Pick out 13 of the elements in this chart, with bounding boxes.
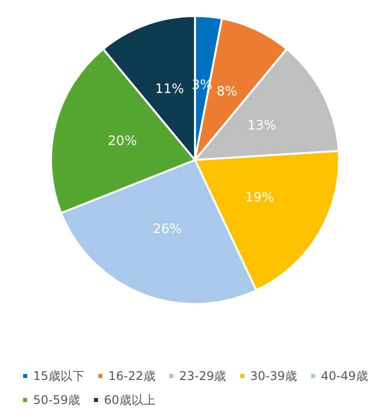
legend-label: 15歳以下 <box>33 369 84 383</box>
data-label: 19% <box>245 190 274 206</box>
legend-label: 40-49歳 <box>321 369 368 383</box>
data-label: 20% <box>108 134 137 149</box>
legend-label: 50-59歳 <box>33 393 80 407</box>
data-label: 11% <box>155 82 184 97</box>
legend-label: 16-22歳 <box>108 369 156 383</box>
data-label: 13% <box>247 118 276 134</box>
data-label: 26% <box>152 222 182 238</box>
legend-label: 60歳以上 <box>104 393 156 407</box>
legend-label: 30-39歳 <box>250 369 298 383</box>
data-label: 8% <box>216 84 238 100</box>
legend-label: 23-29歳 <box>179 369 226 383</box>
